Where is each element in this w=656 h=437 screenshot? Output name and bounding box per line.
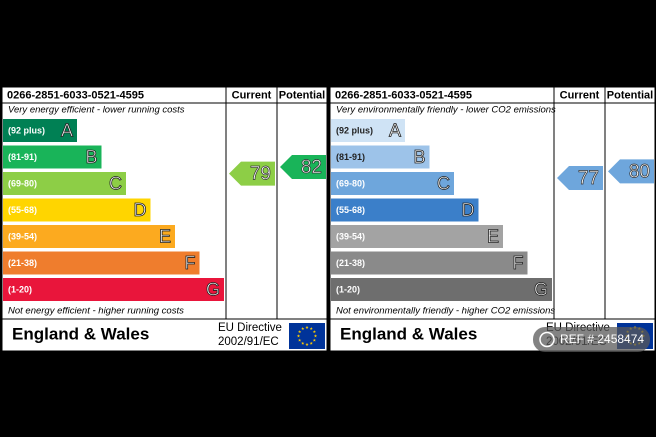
band-range: (39-54) [336, 231, 365, 241]
directive-line1: EU Directive [218, 322, 282, 334]
top-text: Very energy efficient - lower running co… [8, 105, 185, 116]
band-bar [3, 251, 200, 275]
eu-star [309, 341, 313, 345]
eu-star [305, 325, 309, 329]
band-bar [331, 198, 479, 222]
watermark-icon [539, 331, 555, 348]
watermark-box [533, 327, 650, 352]
reference-number: 0266-2851-6033-0521-4595 [7, 89, 144, 101]
eu-star [312, 338, 316, 342]
band-letter: A [61, 120, 73, 140]
band-bar [331, 119, 405, 142]
band-range: (55-68) [8, 205, 37, 215]
current-arrow [229, 161, 275, 186]
band-range: (81-91) [8, 152, 37, 162]
top-text: Very environmentally friendly - lower CO… [336, 105, 556, 116]
band-letter: D [462, 200, 475, 220]
band-letter: F [513, 253, 524, 273]
footer-title: England & Wales [340, 324, 477, 343]
band-letter: G [534, 279, 548, 299]
footer-title: England & Wales [12, 324, 149, 343]
band-bar [331, 225, 503, 248]
band-letter: C [109, 173, 122, 193]
band-letter: B [85, 147, 97, 167]
band-range: (21-38) [8, 258, 37, 268]
eu-star [301, 341, 305, 345]
band-letter: G [206, 279, 220, 299]
band-bar [3, 145, 102, 169]
band-range: (1-20) [336, 284, 360, 294]
current-rating: 79 [250, 164, 271, 185]
band-bar [331, 145, 430, 169]
band-bar [331, 172, 454, 195]
band-letter: E [487, 226, 499, 246]
band-range: (55-68) [336, 205, 365, 215]
band-range: (92 plus) [8, 125, 45, 135]
band-bar [331, 251, 528, 275]
eu-star [312, 330, 316, 334]
bottom-text: Not environmentally friendly - higher CO… [336, 306, 555, 317]
eu-star [305, 342, 309, 346]
band-range: (1-20) [8, 284, 32, 294]
watermark-text: REF # 2458474 [560, 332, 644, 346]
eu-star [301, 326, 305, 330]
band-bar [3, 225, 175, 248]
potential-header: Potential [607, 89, 653, 101]
band-letter: E [159, 226, 171, 246]
potential-header: Potential [279, 89, 325, 101]
current-arrow [557, 166, 603, 190]
band-letter: B [413, 147, 425, 167]
reference-number: 0266-2851-6033-0521-4595 [335, 89, 472, 101]
eu-star [298, 338, 302, 342]
band-bar [331, 278, 552, 301]
band-range: (39-54) [8, 231, 37, 241]
band-bar [3, 172, 126, 195]
potential-rating: 80 [629, 161, 650, 182]
band-letter: D [134, 200, 147, 220]
current-rating: 77 [578, 168, 599, 189]
band-range: (92 plus) [336, 125, 373, 135]
potential-arrow [280, 155, 326, 179]
band-range: (21-38) [336, 258, 365, 268]
potential-rating: 82 [301, 157, 322, 178]
band-bar [3, 119, 77, 142]
band-bar [3, 198, 151, 222]
band-range: (69-80) [336, 178, 365, 188]
eu-star [309, 326, 313, 330]
band-bar [3, 278, 224, 301]
eu-star [313, 334, 318, 338]
potential-arrow [608, 159, 654, 184]
bottom-text: Not energy efficient - higher running co… [8, 306, 184, 317]
band-range: (81-91) [336, 152, 365, 162]
current-header: Current [232, 89, 272, 101]
eu-star [296, 334, 301, 338]
current-header: Current [560, 89, 600, 101]
band-letter: F [185, 253, 196, 273]
band-letter: C [437, 173, 450, 193]
directive-line2: 2002/91/EC [218, 336, 279, 348]
band-range: (69-80) [8, 178, 37, 188]
band-letter: A [389, 120, 401, 140]
eu-star [298, 330, 302, 334]
